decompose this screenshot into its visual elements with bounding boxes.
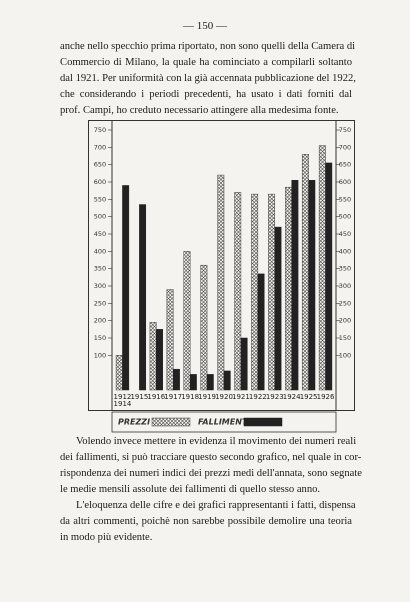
y2-tick-label: 600 (339, 178, 351, 186)
bar (149, 322, 157, 391)
y2-tick-label: 450 (339, 230, 351, 238)
text-line: prof. Campi, ho creduto necessario attin… (60, 105, 339, 116)
legend-box (111, 411, 337, 433)
bar (251, 193, 259, 391)
page-number: — 150 — (183, 20, 227, 32)
x-tick-label: 1912 1914 (113, 393, 132, 408)
bar (274, 226, 282, 391)
bar (234, 192, 242, 391)
bar (285, 186, 292, 391)
y2-tick-label: 550 (339, 195, 351, 203)
y2-tick-label: 750 (339, 126, 351, 134)
text-line: dal 1921. Per uniformità con la già acce… (60, 73, 356, 84)
y2-tick-label: 350 (339, 265, 351, 273)
chart: 100 150 200 250 300 350 400 450 500 550 600 650 700 7… (88, 120, 355, 433)
bar (206, 374, 214, 391)
y2-tick-label: 700 (339, 143, 351, 151)
y-tick-label: 150 (94, 334, 106, 342)
y-tick-label: 500 (94, 213, 106, 221)
x-tick-label: 1918 (181, 393, 200, 401)
chart-frame (88, 120, 355, 411)
y-tick-label: 250 (94, 299, 106, 307)
y-tick-label: 200 (94, 317, 106, 325)
text-line: anche nello specchio prima riportato, no… (60, 41, 356, 52)
bar (217, 174, 225, 391)
text-line: da altri commenti, poichè non sarebbe po… (60, 516, 352, 527)
bar (240, 337, 248, 391)
text-line: Volendo invece mettere in evidenza il mo… (76, 436, 357, 447)
y2-tick-label: 300 (339, 282, 351, 290)
y-tick-label: 550 (94, 195, 106, 203)
x-tick-label: 1923 (265, 393, 284, 401)
y2-tick-label: 500 (339, 213, 351, 221)
bar (268, 193, 276, 391)
text-line: dei fallimenti, si può tracciare questo … (60, 452, 362, 463)
text-line: in modo più evidente. (60, 532, 153, 543)
bar (166, 289, 174, 391)
bar (122, 185, 130, 391)
y-tick-label: 750 (94, 126, 106, 134)
legend-swatch (151, 417, 191, 427)
y2-tick-label: 100 (339, 351, 351, 359)
x-tick-label: 1924 (282, 393, 301, 401)
y-tick-label: 100 (94, 351, 106, 359)
x-tick-label: 1925 (299, 393, 318, 401)
bar (139, 204, 147, 391)
y-tick-label: 450 (94, 230, 106, 238)
bar (223, 370, 231, 391)
text-line: L'eloquenza delle cifre e dei grafici ra… (76, 500, 356, 511)
x-tick-label: 1920 (215, 393, 233, 401)
bar (115, 355, 123, 391)
x-tick-label: 1916 (147, 393, 166, 401)
x-tick-label: 1917 (164, 393, 183, 401)
y-tick-label: 350 (94, 265, 106, 273)
text-line: che considerando i periodi precedenti, h… (60, 89, 352, 100)
y-tick-label: 600 (94, 178, 106, 186)
bar (156, 329, 163, 391)
y2-tick-label: 250 (339, 299, 351, 307)
x-tick-label: 1915 (130, 393, 149, 401)
bar (308, 180, 316, 391)
bar (183, 251, 191, 391)
text-line: rispondenza dei numeri indici dei prezzi… (60, 468, 362, 479)
x-tick-label: 1919 (198, 393, 216, 401)
legend-label: PREZZI (118, 418, 150, 427)
text-line: le medie mensili assolute dei fallimenti… (60, 484, 321, 495)
x-tick-label: 1921 (232, 393, 250, 401)
bar (257, 273, 265, 391)
y-tick-label: 400 (94, 247, 106, 255)
y2-tick-label: 400 (339, 247, 351, 255)
text-line: Commercio di Milano, la quale ha cominci… (60, 57, 352, 68)
bar (200, 264, 208, 391)
y2-tick-label: 150 (339, 334, 351, 342)
legend-label: FALLIMENTI (198, 418, 250, 427)
bar (325, 162, 333, 391)
y-tick-label: 300 (94, 282, 106, 290)
y2-tick-label: 650 (339, 161, 351, 169)
bar (172, 368, 180, 391)
y-tick-label: 700 (94, 143, 106, 151)
legend-swatch (243, 417, 283, 427)
x-tick-label: 1922 (248, 393, 267, 401)
bar (291, 180, 299, 391)
bar (318, 145, 326, 391)
x-tick-label: 1926 (316, 393, 335, 401)
y-tick-label: 650 (94, 161, 106, 169)
y2-tick-label: 200 (339, 317, 351, 325)
bar (189, 374, 197, 391)
bar (301, 154, 309, 391)
